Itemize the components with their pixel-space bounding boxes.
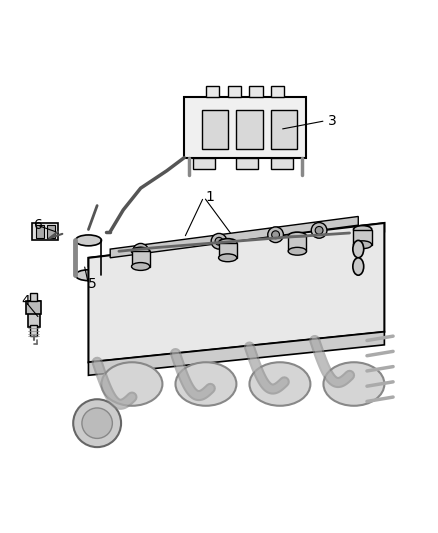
Circle shape [82, 408, 113, 439]
Text: 1: 1 [206, 190, 215, 204]
Ellipse shape [323, 362, 385, 406]
Ellipse shape [219, 254, 237, 262]
Circle shape [215, 237, 223, 245]
Circle shape [73, 399, 121, 447]
Bar [271, 86, 284, 97]
Bar [228, 86, 241, 97]
Ellipse shape [176, 362, 237, 406]
Bar [237, 110, 262, 149]
Bar [30, 325, 37, 336]
Bar [271, 110, 297, 149]
Circle shape [315, 227, 323, 235]
Ellipse shape [131, 247, 150, 255]
Ellipse shape [75, 235, 102, 246]
Bar [219, 243, 237, 258]
Circle shape [311, 223, 327, 238]
Text: 6: 6 [34, 218, 43, 232]
Ellipse shape [250, 362, 311, 406]
Circle shape [268, 227, 283, 243]
Bar [30, 293, 37, 301]
Text: 5: 5 [88, 277, 97, 291]
Bar [32, 223, 58, 240]
Bar [36, 225, 44, 238]
Polygon shape [88, 223, 385, 362]
Ellipse shape [353, 258, 364, 275]
Ellipse shape [102, 362, 162, 406]
Ellipse shape [75, 270, 102, 281]
Polygon shape [88, 223, 385, 266]
Ellipse shape [353, 240, 364, 258]
Polygon shape [88, 332, 385, 375]
Text: 4: 4 [21, 294, 30, 308]
Bar [271, 158, 293, 168]
Circle shape [137, 247, 145, 255]
Bar [206, 86, 219, 97]
Ellipse shape [219, 239, 237, 246]
Bar [237, 158, 258, 168]
Bar [193, 158, 215, 168]
Ellipse shape [353, 241, 372, 249]
Bar [288, 236, 307, 251]
Ellipse shape [131, 263, 150, 270]
Ellipse shape [288, 232, 307, 240]
Bar [47, 225, 55, 238]
Bar [250, 86, 262, 97]
Circle shape [133, 244, 148, 259]
Circle shape [272, 231, 279, 239]
Circle shape [211, 233, 227, 249]
Polygon shape [110, 216, 358, 258]
Ellipse shape [353, 225, 372, 233]
Bar [201, 110, 228, 149]
FancyBboxPatch shape [184, 97, 306, 158]
Bar [131, 251, 150, 266]
Bar [26, 301, 42, 314]
Text: 3: 3 [328, 114, 336, 128]
Bar [353, 230, 372, 245]
Bar [28, 301, 40, 327]
Ellipse shape [288, 247, 307, 255]
